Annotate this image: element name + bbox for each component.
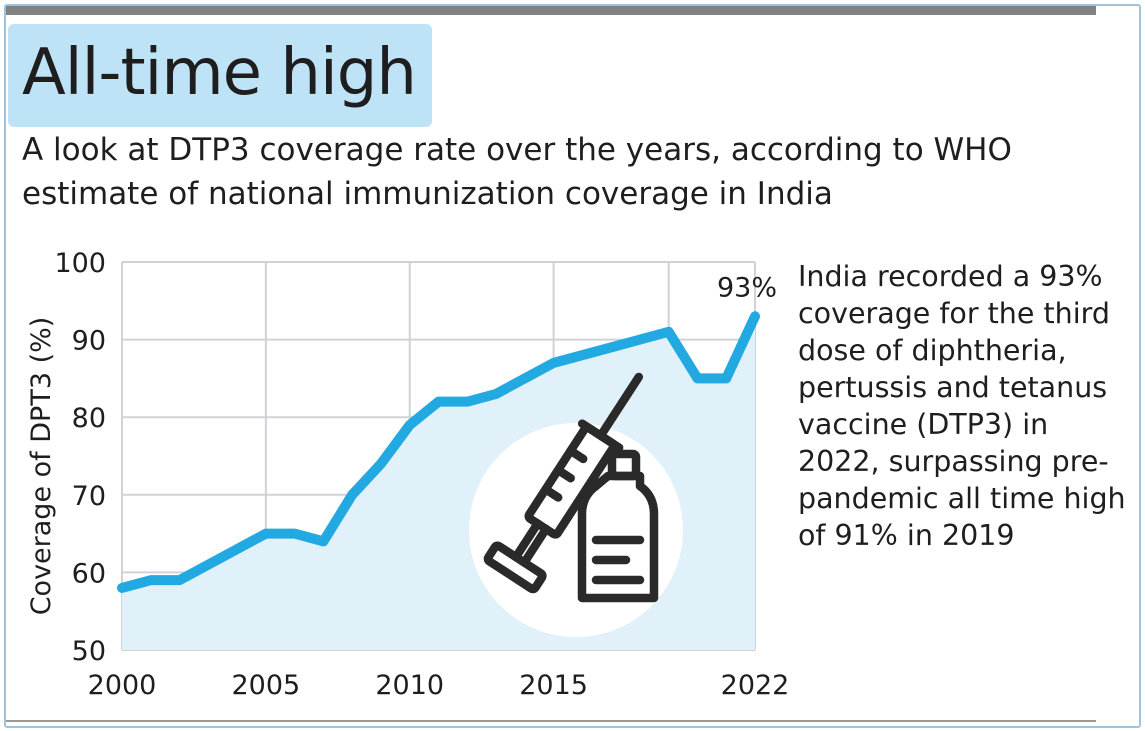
- syringe-icon: [483, 372, 644, 594]
- data-point: [723, 375, 729, 381]
- data-point: [349, 492, 355, 498]
- y-tick-label: 90: [72, 326, 106, 357]
- bottom-rule: [6, 720, 1096, 722]
- infographic-frame: [4, 4, 1141, 728]
- data-point: [666, 329, 672, 335]
- data-point: [464, 399, 470, 405]
- data-point: [694, 375, 700, 381]
- data-point: [637, 337, 643, 343]
- top-rule: [6, 6, 1096, 15]
- axis-layer: 50 60 70 80 90 100 2000 2005 2010 2015 2022 Coverag…: [26, 248, 789, 701]
- y-tick-label: 80: [72, 403, 106, 434]
- data-point: [522, 375, 528, 381]
- data-point: [493, 391, 499, 397]
- line-layer: [117, 311, 760, 593]
- data-point: [119, 585, 125, 591]
- chart-title: All-time high: [22, 36, 417, 110]
- x-tick-label: 2015: [519, 670, 588, 701]
- syringe-vial-icon: [469, 372, 683, 637]
- y-axis-label: Coverage of DPT3 (%): [26, 317, 57, 616]
- data-point: [205, 562, 211, 568]
- x-tick-label: 2005: [232, 670, 301, 701]
- y-tick-label: 100: [54, 248, 106, 279]
- title-highlight: [8, 24, 432, 127]
- data-point: [292, 531, 298, 537]
- chart-subtitle: A look at DTP3 coverage rate over the ye…: [22, 132, 1012, 212]
- data-point: [263, 531, 269, 537]
- data-point: [551, 360, 557, 366]
- data-point: [579, 352, 585, 358]
- y-tick-label: 70: [72, 481, 106, 512]
- series-line: [117, 311, 760, 593]
- data-point: [177, 577, 183, 583]
- y-tick-label: 50: [72, 636, 106, 667]
- data-point: [407, 422, 413, 428]
- x-tick-label: 2000: [88, 670, 157, 701]
- x-tick-label: 2010: [375, 670, 444, 701]
- data-point: [320, 538, 326, 544]
- data-point: [436, 399, 442, 405]
- data-label: 93%: [717, 272, 777, 303]
- data-point: [378, 461, 384, 467]
- data-point: [148, 577, 154, 583]
- data-point: [608, 344, 614, 350]
- x-tick-label: 2022: [721, 670, 790, 701]
- data-point: [234, 546, 240, 552]
- data-point: [752, 313, 758, 319]
- y-tick-label: 60: [72, 558, 106, 589]
- annotation-text: India recorded a 93% coverage for the th…: [798, 260, 1126, 552]
